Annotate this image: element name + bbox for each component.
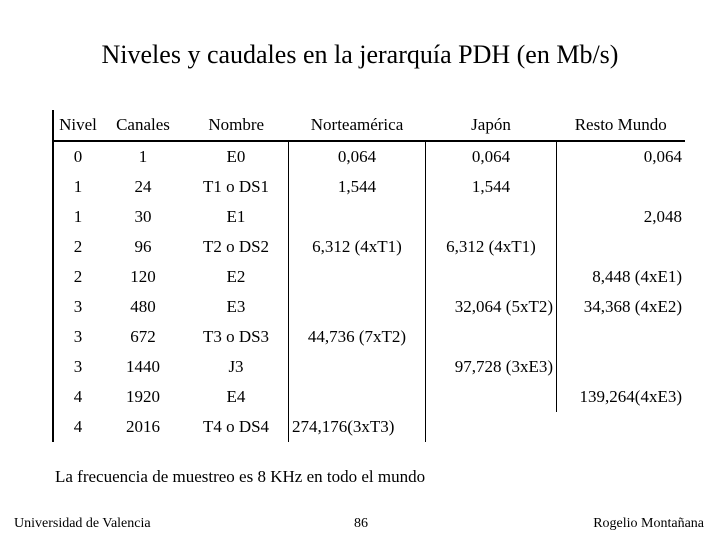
cell-canales: 96 (134, 237, 152, 256)
header-norteamerica: Norteamérica (288, 110, 426, 142)
cell-canales: 672 (130, 327, 156, 346)
cell-nombre: J3 (228, 357, 244, 376)
cell-resto-mundo (556, 352, 685, 382)
cell-norteamerica (288, 382, 426, 412)
cell-nombre: T3 o DS3 (202, 327, 270, 346)
cell-resto-mundo: 2,048 (556, 202, 685, 232)
cell-canales: 1920 (126, 387, 160, 406)
cell-japon: 6,312 (4xT1) (425, 232, 557, 262)
table-row: 1 24 T1 o DS1 1,544 1,544 (52, 172, 685, 202)
cell-resto-mundo (556, 172, 685, 202)
table-row: 3 480 E3 32,064 (5xT2) 34,368 (4xE2) (52, 292, 685, 322)
cell-resto-mundo: 0,064 (556, 141, 685, 172)
footer-page-number: 86 (354, 516, 368, 531)
sampling-note: La frecuencia de muestreo es 8 KHz en to… (55, 467, 426, 486)
cell-nivel: 4 (52, 412, 102, 442)
table-row: 4 2016 T4 o DS4 274,176(3xT3) (52, 412, 686, 442)
cell-japon (425, 202, 557, 232)
cell-resto-mundo (556, 232, 685, 262)
pdh-hierarchy-table: Nivel Canales Nombre Norteamérica Japón … (52, 110, 685, 442)
cell-canales: 2016 (126, 417, 160, 436)
table-row: 2 120 E2 8,448 (4xE1) (52, 262, 685, 292)
cell-norteamerica: 274,176(3xT3) (288, 412, 426, 442)
cell-norteamerica (288, 292, 426, 322)
cell-nombre: E2 (226, 267, 246, 286)
cell-nombre: E1 (226, 207, 246, 226)
cell-nivel: 3 (52, 322, 102, 352)
cell-japon (425, 412, 557, 442)
cell-nombre: T1 o DS1 (202, 177, 270, 196)
header-nivel: Nivel (52, 110, 102, 142)
table-row: 2 96 T2 o DS2 6,312 (4xT1) 6,312 (4xT1) (52, 232, 685, 262)
cell-nivel: 1 (52, 172, 102, 202)
table-row: 3 672 T3 o DS3 44,736 (7xT2) (52, 322, 685, 352)
cell-resto-mundo: 34,368 (4xE2) (556, 292, 685, 322)
cell-japon: 97,728 (3xE3) (425, 352, 557, 382)
cell-nombre: E3 (226, 297, 246, 316)
footer-author: Rogelio Montañana (593, 516, 704, 531)
table-row: 0 1 E0 0,064 0,064 0,064 (52, 141, 685, 172)
cell-nombre: E0 (226, 147, 246, 166)
cell-resto-mundo (557, 412, 686, 442)
cell-resto-mundo (556, 322, 685, 352)
cell-japon: 32,064 (5xT2) (425, 292, 557, 322)
cell-canales: 120 (130, 267, 156, 286)
cell-resto-mundo: 8,448 (4xE1) (556, 262, 685, 292)
header-japon: Japón (425, 110, 557, 142)
cell-canales: 1440 (126, 357, 160, 376)
cell-norteamerica: 44,736 (7xT2) (288, 322, 426, 352)
cell-norteamerica: 1,544 (288, 172, 426, 202)
cell-nombre: T2 o DS2 (202, 237, 270, 256)
cell-norteamerica: 0,064 (288, 141, 426, 172)
cell-nombre: E4 (226, 387, 246, 406)
cell-canales: 30 (134, 207, 152, 226)
header-nombre: Nombre (184, 110, 289, 142)
cell-norteamerica (288, 352, 426, 382)
cell-canales: 480 (130, 297, 156, 316)
table-row: 1 30 E1 2,048 (52, 202, 685, 232)
cell-norteamerica (288, 262, 426, 292)
cell-nivel: 3 (52, 292, 102, 322)
cell-nivel: 2 (52, 232, 102, 262)
cell-norteamerica (288, 202, 426, 232)
cell-canales: 1 (138, 147, 148, 166)
cell-resto-mundo: 139,264(4xE3) (556, 382, 685, 412)
page-title: Niveles y caudales en la jerarquía PDH (… (101, 40, 619, 69)
footer-institution: Universidad de Valencia (14, 516, 151, 531)
header-resto-mundo: Resto Mundo (556, 110, 685, 142)
cell-japon (425, 382, 557, 412)
table-row: 4 1920 E4 139,264(4xE3) (52, 382, 685, 412)
table-row: 3 1440 J3 97,728 (3xE3) (52, 352, 685, 382)
cell-japon (425, 262, 557, 292)
cell-canales: 24 (134, 177, 152, 196)
cell-nivel: 1 (52, 202, 102, 232)
cell-nivel: 0 (52, 141, 102, 172)
header-canales: Canales (102, 110, 184, 142)
cell-nivel: 3 (52, 352, 102, 382)
cell-japon (425, 322, 557, 352)
cell-nivel: 4 (52, 382, 102, 412)
cell-nombre: T4 o DS4 (202, 417, 270, 436)
cell-norteamerica: 6,312 (4xT1) (288, 232, 426, 262)
cell-japon: 1,544 (425, 172, 557, 202)
cell-japon: 0,064 (425, 141, 557, 172)
cell-nivel: 2 (52, 262, 102, 292)
table-header-row: Nivel Canales Nombre Norteamérica Japón … (52, 110, 685, 142)
